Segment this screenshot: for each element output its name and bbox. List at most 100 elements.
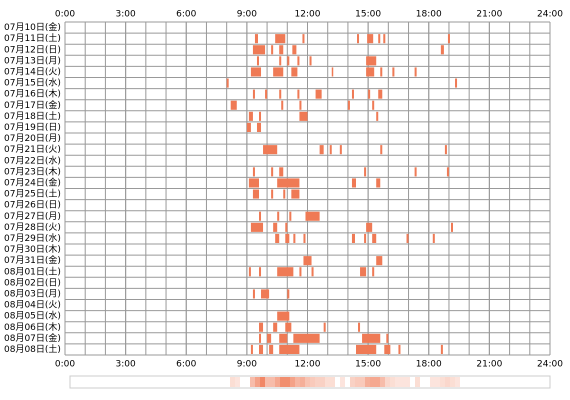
row-label: 07月26日(日) bbox=[4, 200, 61, 211]
row-label: 07月28日(火) bbox=[4, 222, 61, 233]
activity-block bbox=[275, 233, 280, 243]
x-tick-label-bottom: 18:00 bbox=[416, 360, 442, 370]
density-cell bbox=[325, 377, 330, 387]
density-cell bbox=[320, 377, 325, 387]
activity-block bbox=[398, 344, 401, 354]
activity-block bbox=[259, 322, 264, 332]
activity-block bbox=[252, 289, 255, 299]
activity-block bbox=[275, 34, 286, 44]
activity-block bbox=[277, 311, 290, 321]
density-cell bbox=[405, 377, 410, 387]
activity-block bbox=[444, 145, 447, 155]
density-cell bbox=[235, 377, 240, 387]
activity-block bbox=[319, 145, 324, 155]
activity-block bbox=[277, 211, 280, 221]
density-cell bbox=[365, 377, 370, 387]
density-cell bbox=[295, 377, 300, 387]
activity-block bbox=[378, 34, 381, 44]
activity-block bbox=[279, 167, 284, 177]
density-cell bbox=[450, 377, 455, 387]
density-cell bbox=[415, 377, 420, 387]
activity-block bbox=[279, 344, 300, 354]
x-tick-label-bottom: 0:00 bbox=[55, 360, 75, 370]
activity-block bbox=[292, 45, 297, 55]
activity-block bbox=[252, 45, 266, 55]
activity-block bbox=[279, 56, 282, 66]
x-tick-label-top: 15:00 bbox=[355, 10, 381, 20]
activity-block bbox=[277, 267, 294, 277]
row-label: 07月10日(金) bbox=[4, 21, 61, 33]
row-label: 08月02日(日) bbox=[4, 277, 61, 288]
row-label: 08月08日(土) bbox=[4, 343, 61, 355]
activity-block bbox=[293, 333, 320, 343]
density-cell bbox=[260, 377, 265, 387]
activity-block bbox=[248, 178, 259, 188]
activity-block bbox=[299, 100, 302, 110]
density-cell bbox=[275, 377, 280, 387]
activity-block bbox=[252, 167, 255, 177]
density-cell bbox=[395, 377, 400, 387]
row-label: 07月14日(火) bbox=[4, 66, 61, 77]
row-label: 07月21日(火) bbox=[4, 144, 61, 155]
activity-block bbox=[376, 111, 379, 121]
activity-block bbox=[376, 256, 383, 266]
activity-block bbox=[432, 233, 435, 243]
activity-block bbox=[303, 256, 312, 266]
activity-block bbox=[250, 67, 262, 77]
activity-block bbox=[366, 67, 375, 77]
density-frame bbox=[69, 375, 551, 389]
activity-block bbox=[357, 34, 360, 44]
activity-block bbox=[265, 89, 268, 99]
activity-block bbox=[351, 89, 354, 99]
activity-block bbox=[364, 167, 367, 177]
activity-block bbox=[252, 89, 255, 99]
activity-block bbox=[447, 34, 450, 44]
density-cell bbox=[375, 377, 380, 387]
activity-block bbox=[254, 34, 258, 44]
activity-block bbox=[283, 189, 286, 199]
row-label: 07月22日(水) bbox=[4, 154, 61, 166]
row-label: 07月12日(日) bbox=[4, 44, 61, 55]
density-cell bbox=[400, 377, 405, 387]
activity-block bbox=[351, 178, 356, 188]
row-label: 07月20日(月) bbox=[4, 133, 61, 144]
activity-block bbox=[285, 322, 292, 332]
row-label: 07月25日(土) bbox=[4, 188, 61, 200]
activity-block bbox=[277, 178, 300, 188]
activity-block bbox=[289, 211, 292, 221]
row-label: 07月18日(土) bbox=[4, 110, 61, 122]
activity-block bbox=[267, 333, 272, 343]
density-cell bbox=[440, 377, 445, 387]
activity-block bbox=[372, 100, 375, 110]
density-cell bbox=[380, 377, 385, 387]
x-tick-label-top: 0:00 bbox=[55, 10, 75, 20]
x-tick-label-bottom: 9:00 bbox=[237, 360, 257, 370]
density-cell bbox=[230, 377, 235, 387]
activity-block bbox=[226, 78, 229, 88]
density-cell bbox=[305, 377, 310, 387]
activity-block bbox=[259, 267, 262, 277]
row-label: 07月16日(木) bbox=[4, 88, 61, 100]
row-label: 07月17日(金) bbox=[4, 99, 61, 111]
density-cell bbox=[370, 377, 375, 387]
row-label: 08月04日(火) bbox=[4, 300, 61, 311]
activity-block bbox=[302, 34, 305, 44]
x-tick-label-top: 6:00 bbox=[176, 10, 196, 20]
x-tick-label-top: 24:00 bbox=[537, 10, 563, 20]
x-tick-label-bottom: 24:00 bbox=[537, 360, 563, 370]
activity-block bbox=[279, 333, 288, 343]
activity-block bbox=[309, 56, 312, 66]
activity-block bbox=[360, 267, 367, 277]
activity-block bbox=[246, 122, 251, 132]
x-tick-label-bottom: 3:00 bbox=[116, 360, 136, 370]
activity-block bbox=[378, 89, 383, 99]
activity-block bbox=[384, 344, 391, 354]
row-label: 07月15日(水) bbox=[4, 77, 61, 89]
density-cell bbox=[385, 377, 390, 387]
activity-block bbox=[372, 267, 375, 277]
activity-block bbox=[252, 189, 259, 199]
x-tick-label-top: 18:00 bbox=[416, 10, 442, 20]
density-cell bbox=[355, 377, 360, 387]
activity-block bbox=[261, 289, 270, 299]
row-label: 08月03日(月) bbox=[4, 288, 61, 299]
